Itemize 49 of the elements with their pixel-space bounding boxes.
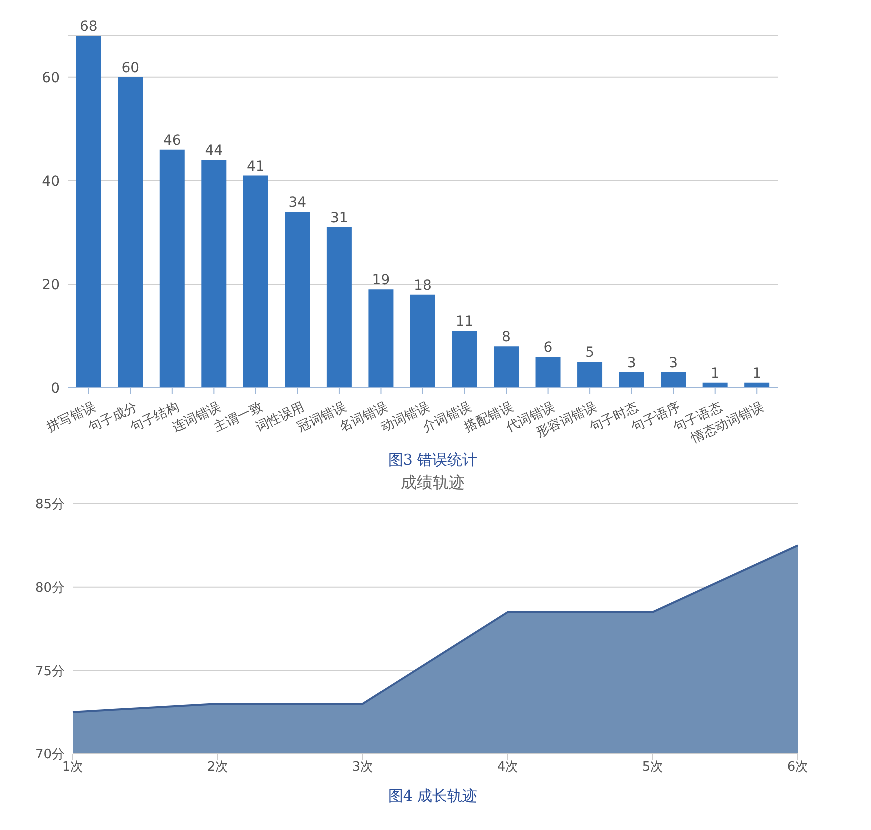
data-label: 44 xyxy=(205,143,224,160)
y-tick-label: 20 xyxy=(42,277,60,294)
bar xyxy=(410,294,436,388)
caption: 图3 错误统计 xyxy=(387,450,479,471)
bar xyxy=(661,372,686,388)
data-label: 8 xyxy=(502,330,511,346)
x-tick-label: 6次 xyxy=(787,760,809,776)
bar xyxy=(285,212,310,388)
y-tick-label: 75分 xyxy=(35,664,65,680)
x-tick-label: 1次 xyxy=(62,760,84,776)
bar xyxy=(118,77,144,388)
bar xyxy=(619,372,644,388)
x-tick-label: 4次 xyxy=(497,760,519,776)
data-label: 31 xyxy=(330,210,348,227)
bar xyxy=(243,176,268,388)
bar xyxy=(578,362,603,388)
data-label: 18 xyxy=(414,278,432,294)
bar xyxy=(326,228,352,388)
bar xyxy=(160,150,185,388)
bar xyxy=(452,331,478,388)
y-tick-label: 60 xyxy=(42,70,60,86)
data-label: 3 xyxy=(627,355,636,372)
data-label: 60 xyxy=(122,60,140,76)
bar xyxy=(76,36,102,388)
bar xyxy=(536,356,561,388)
data-label: 1 xyxy=(710,366,720,382)
bar xyxy=(494,346,519,388)
chart-title: 成绩轨迹 xyxy=(400,472,466,494)
y-tick-label: 0 xyxy=(51,380,60,397)
y-tick-label: 80分 xyxy=(35,580,65,596)
data-label: 19 xyxy=(372,272,390,289)
x-tick-label: 5次 xyxy=(642,760,664,776)
data-label: 41 xyxy=(247,158,265,175)
bar xyxy=(368,290,394,388)
x-tick-label: 3次 xyxy=(352,760,374,776)
data-label: 11 xyxy=(456,314,474,330)
data-label: 5 xyxy=(586,345,594,362)
x-tick-label: 2次 xyxy=(207,760,229,776)
y-tick-label: 85分 xyxy=(35,498,65,513)
data-label: 46 xyxy=(163,132,182,149)
data-label: 3 xyxy=(669,355,678,372)
data-label: 68 xyxy=(80,19,98,35)
bar xyxy=(202,160,227,388)
caption: 图4 成长轨迹 xyxy=(387,786,479,807)
y-tick-label: 70分 xyxy=(35,748,65,763)
y-tick-label: 40 xyxy=(42,174,60,190)
data-label: 6 xyxy=(544,340,553,356)
data-label: 34 xyxy=(288,195,307,211)
data-label: 1 xyxy=(752,366,762,382)
